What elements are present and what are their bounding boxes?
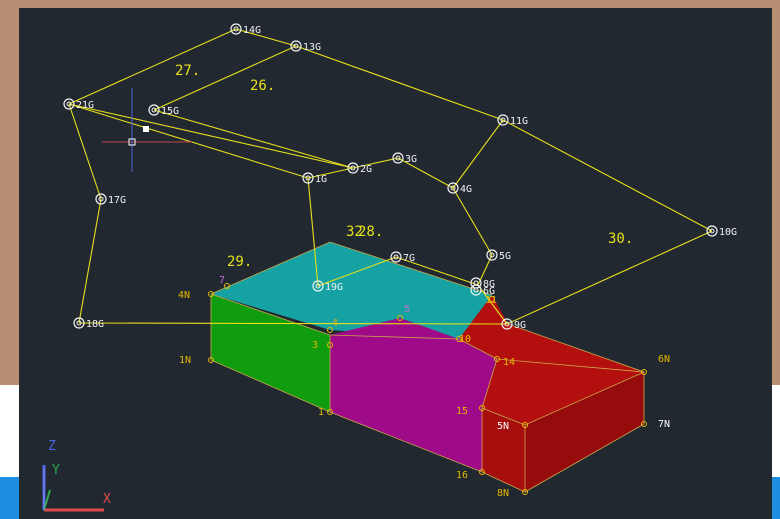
box-vertex-4n[interactable]: 4N bbox=[178, 290, 214, 301]
region-label: 26. bbox=[250, 78, 275, 94]
node-label: 8G bbox=[483, 279, 495, 290]
node-label: 3G bbox=[405, 154, 417, 165]
node-2g[interactable]: 2G bbox=[347, 162, 372, 175]
box-red-front-face bbox=[482, 408, 525, 492]
box-vertex-label: 16 bbox=[456, 470, 468, 481]
node-18g[interactable]: 18G bbox=[73, 317, 104, 330]
box-vertex-8n[interactable]: 8N bbox=[497, 488, 528, 499]
box-vertex-10[interactable]: 10 bbox=[456, 334, 472, 345]
box-vertex-label: 4 bbox=[332, 318, 338, 329]
node-6g[interactable]: 6G bbox=[470, 284, 495, 297]
node-17g[interactable]: 17G bbox=[95, 193, 126, 206]
box-vertex-label: 6N bbox=[658, 354, 670, 365]
ucs-y-label: Y bbox=[52, 463, 60, 478]
box-red-right-face bbox=[525, 372, 644, 492]
node-layer: 14G 13G 21G 15G 11G 3G 2G 1G 4G 17G 10G 5G 7G 19G 8G6G… bbox=[63, 23, 737, 331]
node-label: 21G bbox=[76, 100, 94, 111]
box-vertex-label: 7 bbox=[219, 275, 225, 286]
node-10g[interactable]: 10G bbox=[706, 225, 737, 238]
node-label: 9G bbox=[514, 320, 526, 331]
node-19g[interactable]: 19G bbox=[312, 280, 343, 293]
node-1g[interactable]: 1G bbox=[302, 172, 327, 185]
crosshair-cursor bbox=[102, 88, 192, 172]
region-label-layer: 27. 26. 30. 29. 28.32 bbox=[175, 63, 633, 270]
node-label: 17G bbox=[108, 195, 126, 206]
node-label: 2G bbox=[360, 164, 372, 175]
box-vertex-3[interactable]: 3 bbox=[312, 340, 333, 351]
box-vertex-16[interactable]: 16 bbox=[456, 469, 485, 482]
node-label: 11G bbox=[510, 116, 528, 127]
box-vertex-15[interactable]: 15 bbox=[456, 405, 485, 418]
region-label: 30. bbox=[608, 231, 633, 247]
box-vertex-label: 15 bbox=[456, 406, 468, 417]
box-vertex-5[interactable]: 5 bbox=[397, 304, 411, 321]
node-5g[interactable]: 5G bbox=[486, 249, 511, 262]
box-vertex-7[interactable]: 7 bbox=[219, 275, 230, 289]
ucs-z-label: Z bbox=[48, 439, 56, 454]
node-label: 4G bbox=[460, 184, 472, 195]
box-vertex-4[interactable]: 4 bbox=[327, 318, 339, 333]
node-3g[interactable]: 3G bbox=[392, 152, 417, 165]
node-label: 5G bbox=[499, 251, 511, 262]
box-vertex-11[interactable]: 11 bbox=[485, 295, 497, 306]
box-top-cyan-face bbox=[211, 242, 492, 339]
solid-box bbox=[210, 241, 645, 493]
cad-drawing-viewport[interactable]: 14G 13G 21G 15G 11G 3G 2G 1G 4G 17G 10G 5G 7G 19G 8G 6G… bbox=[19, 8, 772, 519]
region-label: 27. bbox=[175, 63, 200, 79]
node-7g[interactable]: 7G bbox=[390, 251, 415, 264]
node-14g[interactable]: 14G bbox=[230, 23, 261, 36]
node-label: 15G bbox=[161, 106, 179, 117]
node-label: 14G bbox=[243, 25, 261, 36]
node-label: 6G bbox=[483, 286, 495, 297]
box-vertex-label: 1N bbox=[179, 355, 191, 366]
box-front-magenta-face bbox=[330, 318, 497, 472]
box-vertex-label: 1 bbox=[318, 407, 324, 418]
node-4g[interactable]: 4G bbox=[447, 182, 472, 195]
box-vertex-label: 5 bbox=[404, 304, 410, 315]
node-9g[interactable]: 9G bbox=[501, 318, 526, 331]
node-label: 18G bbox=[86, 319, 104, 330]
box-vertex-14[interactable]: 14 bbox=[494, 356, 516, 369]
box-vertex-label: 10 bbox=[459, 334, 471, 345]
box-vertex-6n[interactable]: 6N bbox=[641, 354, 671, 375]
ucs-x-label: X bbox=[103, 492, 111, 507]
box-vertex-label: 8N bbox=[497, 488, 509, 499]
box-vertex-7n[interactable]: 7N bbox=[641, 419, 671, 430]
node-label: 10G bbox=[719, 227, 737, 238]
box-vertex-label: 4N bbox=[178, 290, 190, 301]
box-vertex-1[interactable]: 1 bbox=[318, 407, 333, 418]
box-vertex-1n[interactable]: 1N bbox=[179, 355, 214, 366]
box-vertex-label: 7N bbox=[658, 419, 670, 430]
box-vertex-label: 3 bbox=[312, 340, 318, 351]
box-vertex-label: 5N bbox=[497, 421, 509, 432]
node-label: 7G bbox=[403, 253, 415, 264]
node-label: 13G bbox=[303, 42, 321, 53]
node-15g[interactable]: 15G bbox=[148, 104, 179, 117]
node-label: 19G bbox=[325, 282, 343, 293]
node-label: 1G bbox=[315, 174, 327, 185]
box-vertex-label: 11 bbox=[485, 295, 497, 306]
node-11g[interactable]: 11G bbox=[497, 114, 528, 127]
node-21g[interactable]: 21G bbox=[63, 98, 94, 111]
box-vertex-label: 14 bbox=[503, 357, 515, 368]
ucs-label-layer: ZY X bbox=[48, 439, 111, 507]
region-label: 32 bbox=[346, 224, 363, 240]
region-label: 29. bbox=[227, 254, 252, 270]
box-vertex-5n[interactable]: 5N bbox=[497, 421, 528, 432]
region-label: 28. bbox=[358, 224, 383, 240]
box-vertex-layer: 4N 7 1N 3 4 5 10 11 14 15 1 16 5N 6N 7N 8N bbox=[178, 275, 670, 499]
node-13g[interactable]: 13G bbox=[290, 40, 321, 53]
box-edges bbox=[210, 241, 645, 493]
ucs-icon bbox=[42, 465, 104, 512]
